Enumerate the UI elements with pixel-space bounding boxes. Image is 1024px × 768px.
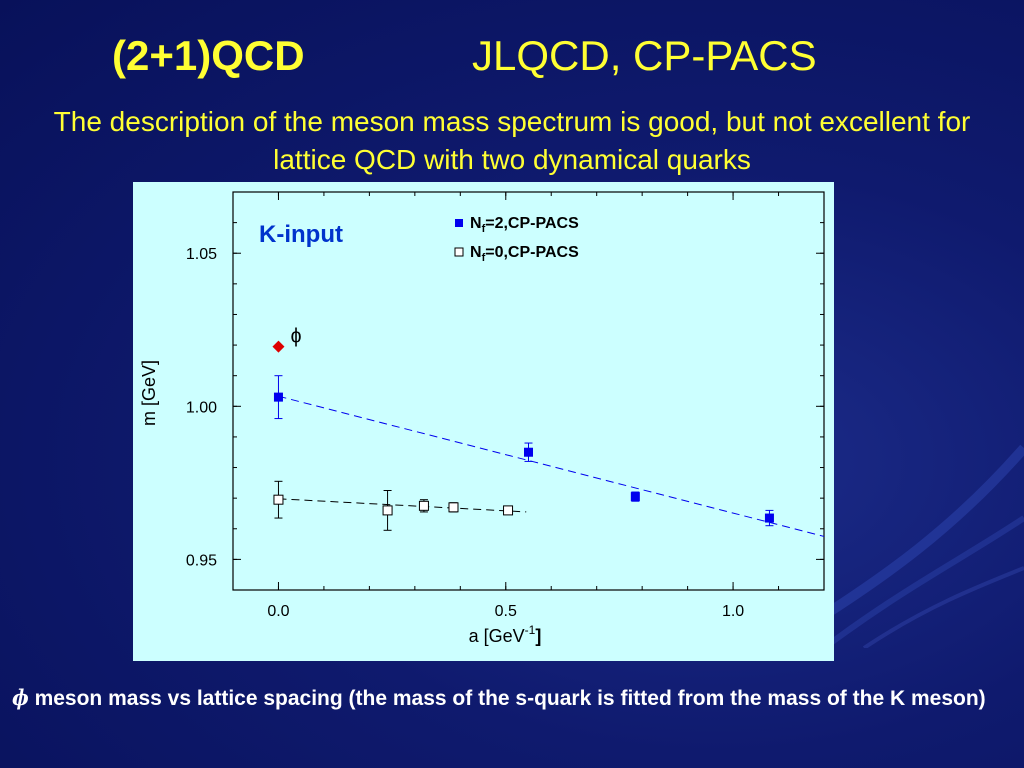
legend-nf0-sub: f <box>482 252 486 264</box>
x-tick-label: 1.0 <box>722 603 744 620</box>
x-axis-label-main: a [GeV <box>469 626 525 646</box>
legend-nf2-rest: =2,CP-PACS <box>485 215 579 232</box>
data-point-nf2 <box>273 392 283 402</box>
fit-line-series-0 <box>278 395 825 537</box>
meson-mass-chart: 0.0 0.5 1.00.951.001.05 K-input Nf=2,CP-PA… <box>139 191 825 646</box>
y-tick-label: 1.05 <box>186 246 217 263</box>
legend-nf2-base: N <box>470 215 482 232</box>
fit-line-series-1 <box>278 498 527 513</box>
slide-subtitle: The description of the meson mass spectr… <box>53 106 971 175</box>
legend: Nf=2,CP-PACS Nf=0,CP-PACS <box>454 215 579 264</box>
footer-text: meson mass vs lattice spacing (the mass … <box>28 687 986 710</box>
data-point-nf0 <box>503 505 514 516</box>
data-point-nf0 <box>448 502 459 513</box>
inset-label: K-input <box>259 221 343 248</box>
slide-title: (2+1)QCD JLQCD, CP-PACS <box>0 26 1024 86</box>
legend-nf2-sub: f <box>482 223 486 235</box>
data-point-nf0 <box>382 505 393 516</box>
legend-nf0-rest: =0,CP-PACS <box>485 244 579 261</box>
slide-footer: ɸ meson mass vs lattice spacing (the mas… <box>12 682 1012 714</box>
data-point-nf2 <box>524 447 533 457</box>
title-left: (2+1)QCD <box>112 32 305 79</box>
x-tick-label: 0.5 <box>495 603 517 620</box>
legend-nf0-base: N <box>470 244 482 261</box>
phi-annotation: ɸ <box>290 326 301 348</box>
legend-entry-nf2: Nf=2,CP-PACS <box>470 215 579 235</box>
y-axis-label: m [GeV] <box>139 360 159 426</box>
title-right: JLQCD, CP-PACS <box>472 32 817 79</box>
data-point-nf2 <box>764 513 774 523</box>
x-axis-label-close: ] <box>535 626 541 646</box>
x-tick-label: 0.0 <box>267 603 289 620</box>
data-point-nf2 <box>630 492 640 502</box>
legend-marker-nf2 <box>455 219 463 227</box>
data-point-nf0 <box>273 494 284 505</box>
plot-frame <box>232 191 825 591</box>
background-light-streaks <box>804 444 1024 648</box>
plot-panel: 0.0 0.5 1.0 0.95 1.00 1.05 K-input Nf=2,CP-PA… <box>133 182 834 661</box>
x-axis-label: a [GeV-1] <box>469 623 542 646</box>
legend-marker-nf0 <box>454 247 464 257</box>
legend-entry-nf0: Nf=0,CP-PACS <box>470 244 579 264</box>
data-point-nf0 <box>418 500 429 511</box>
y-tick-label: 0.95 <box>186 552 217 569</box>
experimental-phi-mass <box>272 340 285 353</box>
y-tick-label: 1.00 <box>186 399 217 416</box>
x-axis-label-sup: -1 <box>525 623 536 637</box>
phi-icon: ɸ <box>12 685 29 710</box>
